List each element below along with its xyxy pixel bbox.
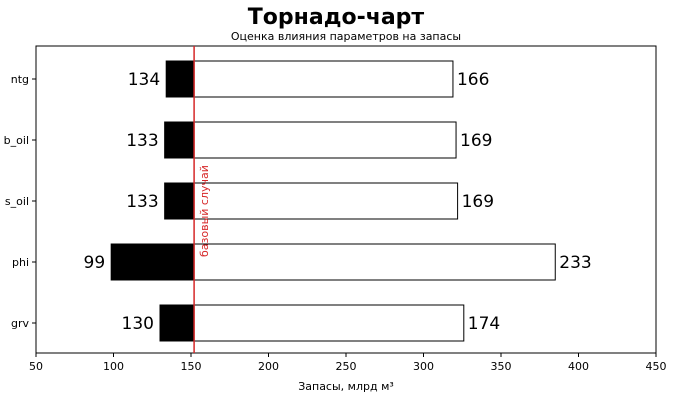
x-tick-label: 450 — [646, 360, 667, 373]
x-tick-label: 150 — [181, 360, 202, 373]
bar-high-s_oil — [193, 182, 459, 220]
bar-high-phi — [193, 243, 556, 281]
data-label-high: 169 — [462, 192, 494, 212]
bar-low-b_oil — [164, 121, 195, 159]
data-label-high: 166 — [457, 70, 489, 90]
x-tick-label: 300 — [413, 360, 434, 373]
data-label-low: 133 — [126, 131, 158, 151]
data-label-high: 174 — [468, 314, 500, 334]
bar-low-ntg — [165, 60, 195, 98]
plot-area: 50 100 150 200 250 300 350 400 450 ntg 134 166 b_oil… — [4, 45, 667, 373]
bar-high-b_oil — [193, 121, 457, 159]
bar-low-s_oil — [164, 182, 195, 220]
bar-low-grv — [159, 304, 195, 342]
base-case-label: базовый случай — [198, 165, 211, 257]
bar-high-ntg — [193, 60, 454, 98]
data-label-low: 99 — [84, 253, 106, 273]
chart-subtitle: Оценка влияния параметров на запасы — [231, 30, 461, 43]
x-axis-label: Запасы, млрд м³ — [298, 380, 394, 393]
x-tick-label: 350 — [491, 360, 512, 373]
x-tick-label: 400 — [568, 360, 589, 373]
bar-high-grv — [193, 304, 465, 342]
data-label-low: 130 — [122, 314, 154, 334]
y-tick-label: s_oil — [5, 195, 29, 208]
data-label-low: 134 — [128, 70, 160, 90]
data-label-high: 233 — [559, 253, 591, 273]
data-label-low: 133 — [126, 192, 158, 212]
y-tick-label: grv — [11, 317, 30, 330]
x-tick-label: 100 — [103, 360, 124, 373]
x-tick-label: 250 — [336, 360, 357, 373]
x-tick-label: 50 — [29, 360, 43, 373]
bar-low-phi — [110, 243, 195, 281]
chart-title: Торнадо-чарт — [248, 5, 425, 30]
y-tick-label: phi — [12, 256, 29, 269]
y-tick-label: ntg — [11, 73, 29, 86]
x-tick-label: 200 — [258, 360, 279, 373]
y-tick-label: b_oil — [4, 134, 29, 147]
data-label-high: 169 — [460, 131, 492, 151]
